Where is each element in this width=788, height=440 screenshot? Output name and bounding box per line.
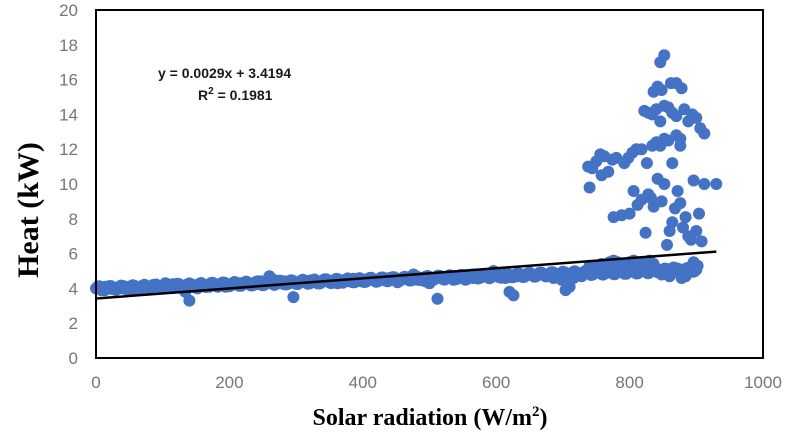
data-point xyxy=(698,178,711,190)
plot-frame xyxy=(95,9,764,359)
data-point xyxy=(595,169,608,182)
data-point xyxy=(627,185,640,197)
data-point xyxy=(695,235,708,248)
y-axis-ticks: 0 2 4 6 8 10 12 14 16 18 20 xyxy=(59,1,78,368)
data-point xyxy=(675,82,688,95)
data-point xyxy=(640,157,653,170)
x-axis-title: Solar radiation (W/m2) xyxy=(312,404,547,431)
y-tick-label: 20 xyxy=(59,1,78,20)
data-point xyxy=(666,216,679,229)
data-point xyxy=(635,143,648,156)
trendline-equation: y = 0.0029x + 3.4194 xyxy=(158,65,291,81)
data-point xyxy=(658,178,671,190)
y-tick-label: 6 xyxy=(69,245,78,264)
y-tick-label: 4 xyxy=(69,279,78,298)
r-squared-label: R2 = 0.1981 xyxy=(198,86,273,103)
x-tick-label: 600 xyxy=(482,373,510,392)
data-point xyxy=(623,207,636,220)
data-point xyxy=(183,294,196,307)
trendline xyxy=(95,250,717,300)
x-tick-label: 200 xyxy=(215,373,243,392)
data-point xyxy=(661,238,673,251)
y-tick-label: 14 xyxy=(59,105,78,124)
data-point xyxy=(690,263,703,276)
x-tick-label: 800 xyxy=(615,373,643,392)
x-title-main: Solar radiation (W/m xyxy=(312,405,532,431)
data-point xyxy=(431,292,444,305)
data-point xyxy=(710,178,723,190)
y-tick-label: 12 xyxy=(59,140,78,159)
y-tick-label: 8 xyxy=(69,210,78,229)
data-point xyxy=(670,110,683,123)
data-point xyxy=(639,226,652,239)
x-tick-label: 400 xyxy=(349,373,377,392)
data-point xyxy=(677,221,689,234)
y-axis-title: Heat (kW) xyxy=(12,142,45,278)
x-title-end: ) xyxy=(540,405,548,431)
data-point xyxy=(507,289,520,302)
data-point xyxy=(583,181,596,194)
data-points xyxy=(90,49,723,307)
data-point xyxy=(655,84,668,96)
data-point xyxy=(698,127,711,140)
r2-sup: 2 xyxy=(208,86,214,97)
data-point xyxy=(679,211,692,224)
r2-r: R xyxy=(198,87,208,103)
data-point xyxy=(287,291,300,304)
data-point xyxy=(674,197,687,210)
x-title-sup: 2 xyxy=(532,404,540,420)
r2-value: = 0.1981 xyxy=(214,87,273,103)
x-tick-label: 1000 xyxy=(744,373,782,392)
data-point xyxy=(666,157,679,170)
data-point xyxy=(690,225,703,237)
data-point xyxy=(674,139,687,152)
data-point xyxy=(658,49,671,62)
y-tick-label: 16 xyxy=(59,71,78,90)
x-tick-label: 0 xyxy=(91,373,100,392)
y-tick-label: 10 xyxy=(59,175,78,194)
data-point xyxy=(655,195,668,208)
y-tick-label: 2 xyxy=(69,314,78,333)
data-point xyxy=(671,185,684,197)
data-point xyxy=(693,207,705,220)
data-point xyxy=(685,233,697,246)
x-axis-ticks: 0 200 400 600 800 1000 xyxy=(91,373,782,392)
y-tick-label: 18 xyxy=(59,36,78,55)
y-tick-label: 0 xyxy=(69,349,78,368)
data-point xyxy=(687,174,700,187)
data-point xyxy=(690,111,703,124)
data-point xyxy=(654,115,667,128)
